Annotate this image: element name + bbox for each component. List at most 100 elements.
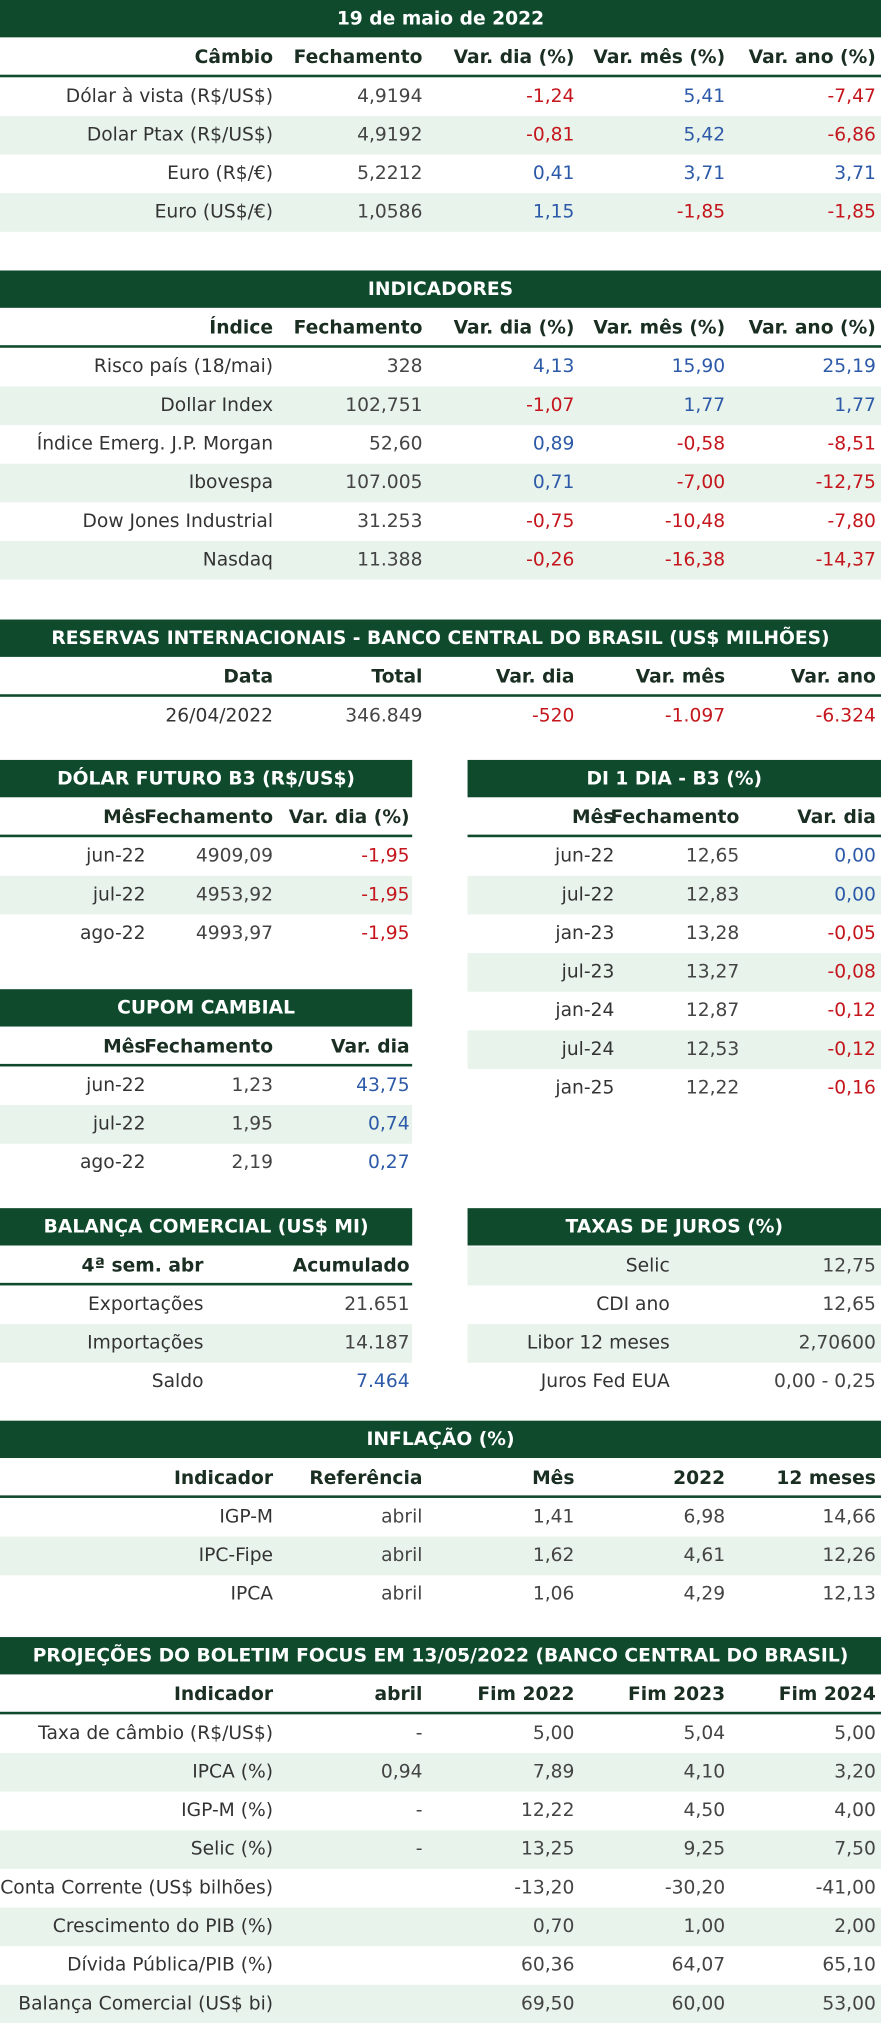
cell-value: 43,75 bbox=[356, 1075, 410, 1097]
cell-value: 1,0586 bbox=[357, 202, 423, 223]
table-row: jan-25 12,22 -0,16 bbox=[468, 1069, 881, 1108]
column-header: Total bbox=[371, 667, 423, 688]
table: RESERVAS INTERNACIONAIS - BANCO CENTRAL … bbox=[0, 619, 881, 736]
table-row: Euro (R$/€) 5,2212 0,41 3,71 3,71 bbox=[0, 155, 881, 194]
table: INFLAÇÃO (%) Indicador Referência Mês 2022 12… bbox=[0, 1420, 881, 1614]
column-header: Indicador bbox=[173, 1684, 274, 1706]
row-label: IPCA bbox=[230, 1584, 274, 1605]
cell-value: 5,04 bbox=[683, 1723, 726, 1744]
cell-value: abril bbox=[381, 1584, 423, 1605]
cell-value: 53,00 bbox=[822, 1993, 876, 2015]
cell-value: 3,71 bbox=[683, 163, 726, 185]
row-label: jun-22 bbox=[86, 846, 146, 867]
cell-value: - bbox=[415, 1839, 423, 1860]
row-label: Conta Corrente (US$ bilhões) bbox=[0, 1877, 274, 1899]
cell-value: -1.097 bbox=[664, 705, 726, 727]
column-header: Fechamento bbox=[293, 47, 423, 69]
cell-value: -1,95 bbox=[361, 884, 410, 906]
cell-value: -1,95 bbox=[361, 923, 410, 945]
table-row: ago-22 2,19 0,27 bbox=[0, 1144, 412, 1183]
column-header: Índice bbox=[209, 318, 274, 339]
cell-value: -0,05 bbox=[827, 923, 876, 945]
cell-value: 4,61 bbox=[683, 1545, 726, 1567]
column-header: abril bbox=[374, 1684, 423, 1706]
cell-value: -7,47 bbox=[827, 86, 876, 107]
table-row: jan-24 12,87 -0,12 bbox=[468, 992, 881, 1031]
table-row: jun-22 1,23 43,75 bbox=[0, 1066, 412, 1105]
column-header-row: Mês Fechamento Var. dia (%) bbox=[0, 799, 413, 838]
cell-value: 1,77 bbox=[834, 395, 876, 417]
row-label: IPCA (%) bbox=[192, 1761, 274, 1783]
table-row: jul-22 12,83 0,00 bbox=[467, 875, 881, 915]
table-title: DÓLAR FUTURO B3 (R$/US$) bbox=[0, 759, 413, 798]
cell-value: 12,53 bbox=[685, 1039, 740, 1061]
cell-value: 12,65 bbox=[822, 1294, 876, 1316]
cell-value: 4993,97 bbox=[195, 923, 274, 945]
column-header: Mês bbox=[103, 1036, 146, 1058]
row-label: Balança Comercial (US$ bi) bbox=[18, 1993, 274, 2015]
cell-value: -7,80 bbox=[827, 511, 876, 532]
table: TAXAS DE JUROS (%) Selic 12,75 CDI ano 12,65… bbox=[467, 1208, 881, 1402]
row-label: ago-22 bbox=[79, 1152, 146, 1174]
column-header: Fechamento bbox=[144, 807, 274, 829]
row-label: jan-25 bbox=[555, 1078, 615, 1099]
cell-value: 4,13 bbox=[532, 356, 575, 378]
table-row: Índice Emerg. J.P. Morgan 52,60 0,89 -0,58 -… bbox=[0, 425, 881, 464]
column-header: Fechamento bbox=[610, 807, 740, 829]
column-header: Var. dia bbox=[495, 667, 575, 688]
row-label: Índice Emerg. J.P. Morgan bbox=[36, 434, 274, 455]
column-header: 12 meses bbox=[776, 1468, 876, 1489]
cell-value: 5,00 bbox=[834, 1723, 876, 1744]
column-header-row: Data Total Var. dia Var. mês Var. ano bbox=[0, 658, 881, 697]
table-row: Importações 14.187 bbox=[0, 1324, 413, 1363]
table-row: Dolar Ptax (R$/US$) 4,9192 -0,81 5,42 -6,86 bbox=[0, 115, 881, 155]
cell-value: 0,00 - 0,25 bbox=[774, 1371, 876, 1393]
row-label: Saldo bbox=[151, 1371, 204, 1393]
cell-value: 12,26 bbox=[822, 1545, 876, 1567]
cell-value: 1,62 bbox=[532, 1545, 575, 1567]
cell-value: -13,20 bbox=[514, 1877, 575, 1899]
cell-value: 1,00 bbox=[683, 1916, 726, 1938]
column-header-row: Indicador Referência Mês 2022 12 meses bbox=[0, 1459, 881, 1498]
row-label: Euro (US$/€) bbox=[154, 202, 274, 223]
column-header: 2022 bbox=[673, 1468, 726, 1489]
table-title: RESERVAS INTERNACIONAIS - BANCO CENTRAL … bbox=[0, 619, 881, 657]
column-header: Var. mês (%) bbox=[593, 47, 726, 69]
row-label: jul-23 bbox=[561, 962, 615, 983]
cell-value: 0,89 bbox=[532, 434, 575, 455]
row-label: Crescimento do PIB (%) bbox=[52, 1916, 274, 1938]
cell-value: 107.005 bbox=[345, 472, 423, 494]
table: PROJEÇÕES DO BOLETIM FOCUS EM 13/05/2022… bbox=[0, 1637, 881, 2023]
cell-value: 2,70600 bbox=[798, 1333, 876, 1354]
row-label: IPC-Fipe bbox=[198, 1545, 274, 1567]
cell-value: 3,71 bbox=[834, 163, 876, 185]
table-row: IGP-M (%) - 12,22 4,50 4,00 bbox=[0, 1792, 881, 1831]
cell-value: 1,23 bbox=[231, 1075, 274, 1097]
table-row: Nasdaq 11.388 -0,26 -16,38 -14,37 bbox=[0, 540, 881, 580]
table-row: IPCA (%) 0,94 7,89 4,10 3,20 bbox=[0, 1752, 881, 1792]
row-label: IGP-M bbox=[219, 1506, 274, 1528]
cell-value: -0,12 bbox=[827, 1000, 876, 1022]
cell-value: 64,07 bbox=[671, 1955, 726, 1976]
table-row: Selic (%) - 13,25 9,25 7,50 bbox=[0, 1830, 881, 1869]
cell-value: -6,86 bbox=[827, 124, 876, 146]
table-row: Saldo 7.464 bbox=[0, 1363, 412, 1402]
table-row: Juros Fed EUA 0,00 - 0,25 bbox=[468, 1363, 881, 1402]
table-row: Ibovespa 107.005 0,71 -7,00 -12,75 bbox=[0, 463, 881, 503]
cell-value: abril bbox=[381, 1506, 423, 1528]
column-header: Var. dia bbox=[331, 1036, 410, 1058]
cell-value: - bbox=[415, 1723, 423, 1744]
cell-value: -0,08 bbox=[827, 962, 876, 983]
table-row: jun-22 4909,09 -1,95 bbox=[0, 837, 412, 876]
cell-value: 5,41 bbox=[683, 86, 726, 107]
cell-value: 6,98 bbox=[683, 1506, 726, 1528]
table-title: CUPOM CAMBIAL bbox=[0, 989, 413, 1027]
table-row: Euro (US$/€) 1,0586 1,15 -1,85 -1,85 bbox=[0, 193, 881, 232]
table: BALANÇA COMERCIAL (US$ MI) 4ª sem. abr Acu… bbox=[0, 1208, 413, 1402]
table-row: IGP-M abril 1,41 6,98 14,66 bbox=[0, 1498, 881, 1537]
row-label: 26/04/2022 bbox=[165, 705, 274, 727]
column-header-row: Indicador abril Fim 2022 Fim 2023 Fim 2024 bbox=[0, 1676, 881, 1715]
column-header: Fechamento bbox=[144, 1036, 274, 1058]
cell-value: 21.651 bbox=[344, 1294, 410, 1316]
row-label: Selic (%) bbox=[190, 1839, 274, 1860]
